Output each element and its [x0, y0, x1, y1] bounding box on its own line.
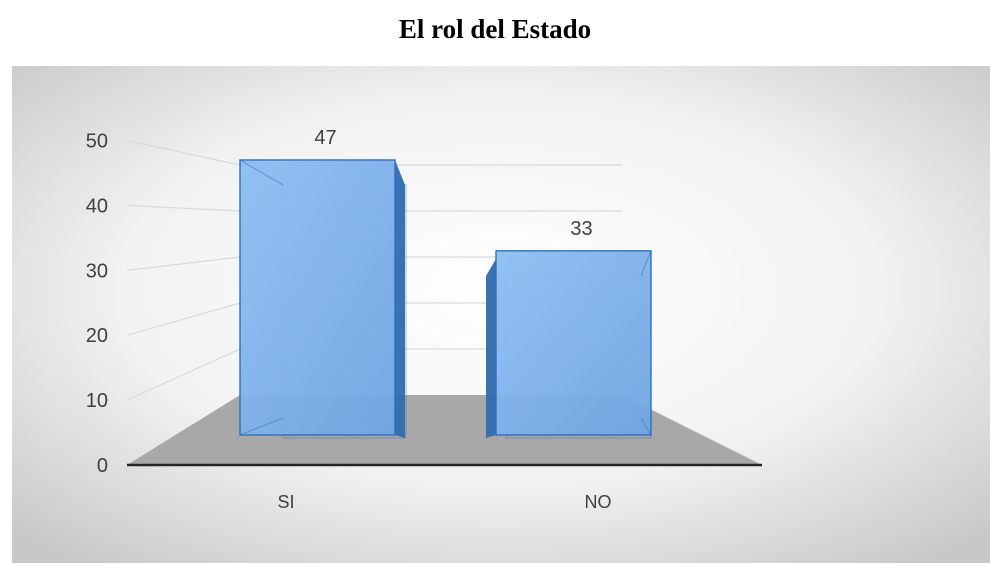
data-label-no: 33	[570, 218, 592, 240]
bar-front-face	[495, 250, 652, 436]
chart-panel: 0 10 20 30 40 50 47 SI 33 NO	[12, 66, 990, 563]
bar-depth-edge	[239, 159, 284, 186]
label-layer: 0 10 20 30 40 50 47 SI 33 NO	[86, 127, 612, 512]
bar-side-face	[486, 258, 496, 438]
y-tick-label: 10	[86, 390, 108, 412]
y-tick-label: 0	[97, 455, 108, 477]
bar-front-face	[239, 159, 396, 436]
y-tick-label: 40	[86, 195, 108, 217]
bar-side-face	[395, 159, 405, 438]
gridline-side	[126, 204, 241, 212]
gridline-side	[126, 348, 241, 401]
bar-depth-edge	[640, 250, 652, 277]
y-tick-label: 30	[86, 260, 108, 282]
bar-no	[486, 250, 652, 439]
chart-title: El rol del Estado	[398, 14, 592, 44]
y-tick-label: 50	[86, 131, 108, 153]
bar-si	[239, 159, 407, 439]
x-category-label: SI	[277, 492, 294, 512]
gridline-side	[126, 256, 241, 271]
bar-depth-edge	[640, 417, 652, 436]
x-category-label: NO	[585, 492, 612, 512]
bar-layer	[239, 159, 652, 439]
bar-depth-edge	[239, 417, 284, 436]
gridline-side	[126, 139, 241, 166]
y-tick-label: 20	[86, 325, 108, 347]
gridline-side	[126, 302, 241, 336]
data-label-si: 47	[314, 127, 336, 149]
